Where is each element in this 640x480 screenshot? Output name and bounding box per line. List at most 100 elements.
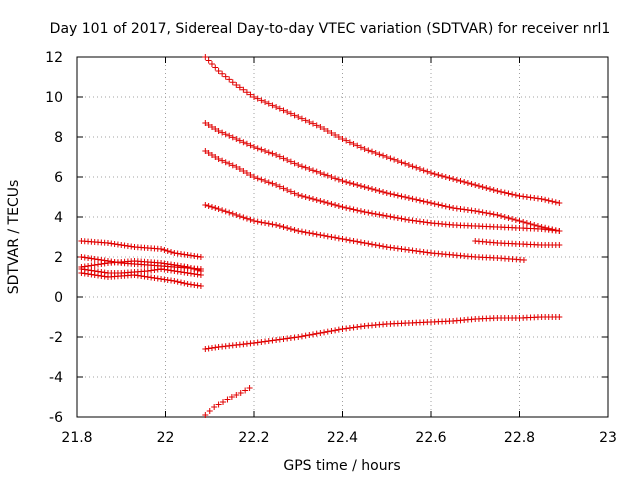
- data-point: [439, 173, 446, 179]
- data-point: [346, 139, 353, 146]
- data-point: [380, 189, 387, 195]
- data-point: [332, 175, 339, 182]
- y-tick-label: -2: [49, 330, 63, 346]
- data-point: [321, 199, 328, 205]
- data-point: [520, 257, 527, 263]
- data-point: [298, 163, 305, 170]
- data-point: [346, 180, 353, 186]
- data-point: [464, 180, 471, 186]
- data-point: [372, 242, 379, 248]
- x-axis-label: GPS time / hours: [283, 458, 400, 474]
- x-tick-label: 22.8: [504, 430, 535, 446]
- data-point: [512, 192, 519, 199]
- data-point: [202, 202, 209, 208]
- data-point: [372, 150, 379, 156]
- data-point: [354, 238, 361, 245]
- data-point: [236, 84, 243, 91]
- data-point: [332, 234, 339, 241]
- data-point: [313, 168, 320, 175]
- data-point: [295, 162, 302, 168]
- data-point: [365, 185, 372, 191]
- data-point: [487, 210, 493, 217]
- data-point: [332, 202, 339, 208]
- data-point: [357, 239, 364, 246]
- data-point: [215, 128, 222, 134]
- data-point: [498, 213, 505, 219]
- data-point: [224, 396, 231, 403]
- data-point: [383, 213, 390, 219]
- data-point: [538, 196, 545, 202]
- data-point: [302, 229, 309, 236]
- data-point: [332, 132, 339, 138]
- series-sat-c: [78, 258, 204, 274]
- data-point: [556, 314, 563, 320]
- data-point: [284, 187, 291, 193]
- data-point: [416, 197, 423, 204]
- data-point: [273, 152, 280, 158]
- data-point: [398, 215, 405, 222]
- data-point: [369, 241, 375, 248]
- data-point: [313, 231, 320, 238]
- data-point: [208, 204, 215, 210]
- data-point: [174, 278, 181, 285]
- data-point: [321, 171, 328, 178]
- data-point: [233, 392, 240, 398]
- y-tick-label: 4: [54, 210, 63, 226]
- data-point: [298, 115, 305, 122]
- data-point: [442, 203, 449, 210]
- data-point: [328, 201, 335, 207]
- data-point: [236, 213, 243, 220]
- data-point: [556, 200, 563, 206]
- series-sat-e: [78, 270, 204, 289]
- data-point: [339, 236, 346, 242]
- data-point: [240, 168, 247, 174]
- data-point: [197, 272, 204, 278]
- data-point: [202, 120, 209, 126]
- data-point: [490, 211, 497, 218]
- data-point: [233, 82, 240, 88]
- data-point: [446, 204, 453, 211]
- data-point: [324, 200, 331, 206]
- x-tick-label: 22.2: [238, 430, 269, 446]
- data-point: [236, 137, 243, 144]
- data-point: [291, 190, 298, 197]
- data-point: [265, 149, 272, 156]
- data-point: [321, 126, 328, 132]
- data-point: [472, 208, 479, 214]
- data-point: [206, 408, 213, 414]
- data-point: [542, 196, 549, 203]
- data-point: [212, 126, 219, 132]
- data-point: [357, 183, 364, 189]
- data-point: [431, 200, 438, 207]
- data-point: [236, 166, 243, 172]
- data-point: [339, 204, 346, 210]
- data-point: [237, 390, 244, 396]
- data-point: [402, 194, 409, 201]
- data-point: [197, 283, 204, 289]
- data-point: [354, 182, 361, 188]
- data-point: [361, 184, 368, 190]
- y-tick-labels: -6 -4 -2 0 2 4 6 8 10 12: [45, 50, 63, 426]
- data-point: [280, 185, 287, 192]
- data-point: [251, 174, 257, 180]
- data-point: [212, 64, 219, 71]
- data-point: [387, 190, 394, 197]
- data-point: [226, 209, 233, 216]
- data-point: [273, 104, 280, 110]
- data-point: [233, 212, 240, 218]
- data-point: [321, 232, 328, 239]
- data-point: [516, 218, 523, 224]
- data-point: [161, 247, 168, 253]
- data-point: [391, 156, 398, 163]
- data-point: [240, 86, 247, 93]
- data-point: [295, 192, 302, 198]
- y-tick-label: 2: [54, 250, 63, 266]
- data-point: [258, 176, 265, 183]
- data-point: [343, 137, 350, 144]
- data-point: [291, 227, 298, 233]
- data-point: [372, 187, 379, 193]
- data-point: [219, 207, 226, 214]
- y-tick-label: 6: [54, 170, 63, 186]
- data-point: [483, 185, 490, 191]
- data-point: [284, 157, 291, 163]
